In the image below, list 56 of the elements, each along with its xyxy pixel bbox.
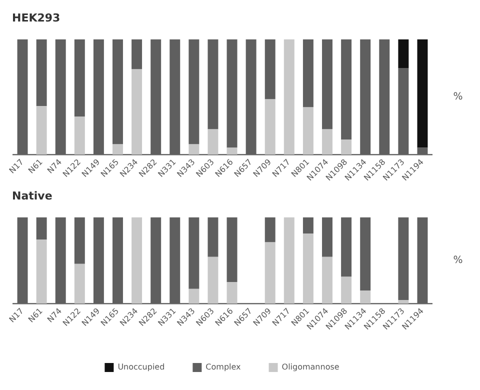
bar <box>302 217 314 234</box>
bar <box>226 217 238 282</box>
bar <box>322 39 332 130</box>
chart-title: Native <box>12 189 52 202</box>
bar <box>264 217 276 242</box>
bar <box>302 234 314 304</box>
legend-label: Oligomannose <box>282 362 340 372</box>
bar <box>36 240 47 304</box>
bar <box>360 290 371 304</box>
bar <box>132 39 142 70</box>
y-axis-title: % <box>453 91 463 102</box>
bar <box>188 288 200 304</box>
bar <box>208 39 218 130</box>
bar <box>208 217 218 257</box>
bar <box>322 129 332 155</box>
bar <box>341 140 352 155</box>
bar <box>398 39 409 68</box>
bar <box>132 217 142 304</box>
bar <box>188 217 200 289</box>
bar <box>112 39 123 144</box>
bar <box>302 39 314 108</box>
bar <box>226 282 238 304</box>
bar <box>264 39 276 100</box>
bar <box>74 264 85 304</box>
y-axis-title: % <box>453 254 463 266</box>
bar <box>36 217 47 240</box>
bar <box>264 99 276 155</box>
bar <box>226 148 238 155</box>
bar <box>112 144 123 155</box>
bar <box>398 217 409 300</box>
bar <box>264 242 276 304</box>
bar <box>208 256 218 304</box>
bar <box>322 256 332 304</box>
bar <box>74 217 85 264</box>
bar <box>302 107 314 155</box>
bar <box>284 39 294 155</box>
bar <box>74 116 85 155</box>
bar <box>341 39 352 140</box>
bar <box>322 217 332 257</box>
bar <box>341 217 352 277</box>
legend-label: Unoccupied <box>118 362 165 372</box>
bar <box>208 129 218 155</box>
bar <box>188 39 200 144</box>
bar <box>360 217 371 291</box>
bar <box>417 39 428 148</box>
bar <box>341 276 352 304</box>
chart-title: HEK293 <box>12 11 60 24</box>
bar <box>188 144 200 155</box>
bar <box>226 39 238 148</box>
bar <box>398 300 409 304</box>
legend-label: Complex <box>206 362 242 372</box>
bar <box>132 69 142 155</box>
bar <box>284 217 294 304</box>
bar <box>36 106 47 155</box>
bar <box>74 39 85 117</box>
bar <box>36 39 47 106</box>
